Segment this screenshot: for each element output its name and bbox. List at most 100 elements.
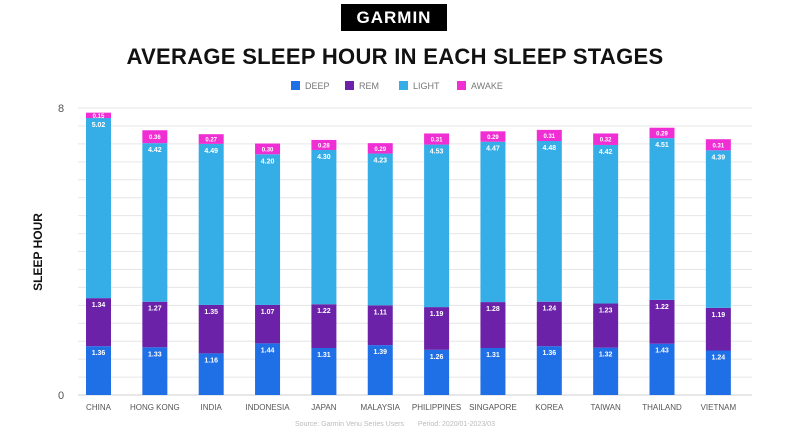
- data-label: 1.34: [92, 302, 106, 309]
- bar-segment-deep: [198, 353, 224, 395]
- bar-segment-deep: [649, 343, 675, 395]
- bar-segment-light: [480, 141, 506, 303]
- bar-segment-awake: [424, 133, 450, 145]
- x-tick-label: VIETNAM: [701, 403, 737, 412]
- bar-group-singapore: 1.31 1.28 4.47 0.29: [480, 131, 506, 395]
- bar-segment-deep: [536, 346, 562, 395]
- data-label: 1.19: [712, 312, 726, 319]
- bar-group-korea: 1.36 1.24 4.48 0.31: [536, 129, 562, 395]
- bar-group-vietnam: 1.24 1.19 4.39 0.31: [705, 139, 731, 395]
- legend-swatch: [345, 81, 354, 90]
- bar-segment-light: [198, 143, 224, 305]
- bar-segment-awake: [198, 134, 224, 144]
- bar-segment-light: [649, 138, 675, 300]
- legend-item-rem: REM: [345, 81, 379, 91]
- bar-segment-rem: [536, 301, 562, 347]
- data-label: 1.39: [373, 349, 387, 356]
- data-label: 4.48: [542, 145, 556, 152]
- data-label: 4.23: [373, 158, 387, 165]
- bar-segment-light: [142, 143, 168, 302]
- x-tick-label: TAIWAN: [591, 403, 621, 412]
- data-label: 0.30: [262, 147, 274, 153]
- bar-segment-awake: [142, 130, 168, 144]
- legend-item-awake: AWAKE: [457, 81, 503, 91]
- data-label: 1.36: [542, 350, 556, 357]
- data-label: 1.33: [148, 351, 162, 358]
- bar-segment-awake: [480, 131, 506, 142]
- chart-title: AVERAGE SLEEP HOUR IN EACH SLEEP STAGES: [126, 44, 664, 69]
- data-label: 4.51: [655, 142, 669, 149]
- x-tick-label: THAILAND: [642, 403, 682, 412]
- bar-segment-rem: [480, 302, 506, 349]
- data-label: 0.28: [318, 143, 330, 149]
- data-label: 4.20: [261, 158, 275, 165]
- data-label: 0.32: [600, 138, 612, 144]
- bar-group-indonesia: 1.44 1.07 4.20 0.30: [255, 143, 281, 395]
- legend: DEEP REM LIGHT AWAKE: [291, 81, 503, 91]
- data-label: 1.43: [655, 348, 669, 355]
- data-label: 4.42: [599, 149, 613, 156]
- legend-item-deep: DEEP: [291, 81, 330, 91]
- bar-segment-awake: [367, 143, 393, 154]
- legend-label: AWAKE: [471, 81, 503, 91]
- source-label: Source: Garmin Venu Series Users: [295, 421, 404, 428]
- data-label: 1.07: [261, 309, 275, 316]
- x-tick-label: MALAYSIA: [361, 403, 401, 412]
- bar-segment-deep: [142, 347, 168, 395]
- data-label: 1.23: [599, 308, 613, 315]
- data-label: 0.31: [431, 138, 443, 144]
- bar-segment-light: [593, 144, 619, 304]
- bar-segment-deep: [367, 345, 393, 395]
- x-tick-label: HONG KONG: [130, 403, 180, 412]
- data-label: 4.47: [486, 146, 500, 153]
- data-label: 0.15: [93, 114, 105, 120]
- bar-group-hong-kong: 1.33 1.27 4.42 0.36: [142, 130, 168, 395]
- period-label: Period: 2020/01-2023/03: [417, 421, 495, 428]
- data-label: 1.31: [317, 352, 331, 359]
- x-tick-label: CHINA: [86, 403, 112, 412]
- data-label: 1.28: [486, 306, 500, 313]
- gridlines: [78, 107, 752, 396]
- legend-swatch: [399, 81, 408, 90]
- bar-segment-deep: [255, 343, 281, 395]
- legend-label: LIGHT: [413, 81, 440, 91]
- bar-segment-deep: [311, 348, 337, 395]
- y-tick-label: 0: [58, 390, 64, 402]
- data-label: 1.16: [204, 357, 218, 364]
- legend-item-light: LIGHT: [399, 81, 440, 91]
- data-label: 4.39: [712, 154, 726, 161]
- x-axis-ticks: CHINA HONG KONG INDIA INDONESIA JAPAN MALAYSI…: [86, 403, 736, 412]
- data-label: 0.31: [713, 143, 725, 149]
- bar-segment-rem: [705, 307, 731, 351]
- x-tick-label: KOREA: [535, 403, 564, 412]
- source-note: Source: Garmin Venu Series Users Period:…: [0, 421, 790, 428]
- legend-swatch: [457, 81, 466, 90]
- data-label: 5.02: [92, 122, 106, 129]
- bar-segment-awake: [311, 139, 337, 150]
- data-label: 0.27: [205, 138, 217, 144]
- data-label: 4.30: [317, 154, 331, 161]
- bar-group-philippines: 1.26 1.19 4.53 0.31: [424, 133, 450, 395]
- x-tick-label: JAPAN: [311, 403, 336, 412]
- garmin-logo: GARMIN: [341, 4, 447, 31]
- data-label: 1.11: [374, 309, 387, 316]
- bar-segment-light: [86, 118, 111, 299]
- data-label: 1.24: [542, 306, 556, 313]
- bar-segment-rem: [86, 298, 111, 347]
- data-label: 1.24: [712, 355, 726, 362]
- bar-segment-rem: [311, 304, 337, 349]
- bar-segment-rem: [593, 303, 619, 348]
- bar-group-japan: 1.31 1.22 4.30 0.28: [311, 139, 337, 395]
- data-label: 1.35: [204, 309, 218, 316]
- y-axis-label: SLEEP HOUR: [31, 213, 45, 291]
- bar-segment-rem: [649, 299, 675, 344]
- bar-segment-awake: [86, 112, 111, 119]
- legend-label: REM: [359, 81, 379, 91]
- x-tick-label: INDIA: [201, 403, 223, 412]
- bar-segment-awake: [705, 139, 731, 151]
- bar-segment-light: [705, 150, 731, 308]
- y-axis-ticks: 08: [58, 103, 64, 402]
- data-label: 1.27: [148, 306, 162, 313]
- bar-segment-rem: [142, 301, 168, 348]
- data-label: 0.36: [149, 135, 161, 141]
